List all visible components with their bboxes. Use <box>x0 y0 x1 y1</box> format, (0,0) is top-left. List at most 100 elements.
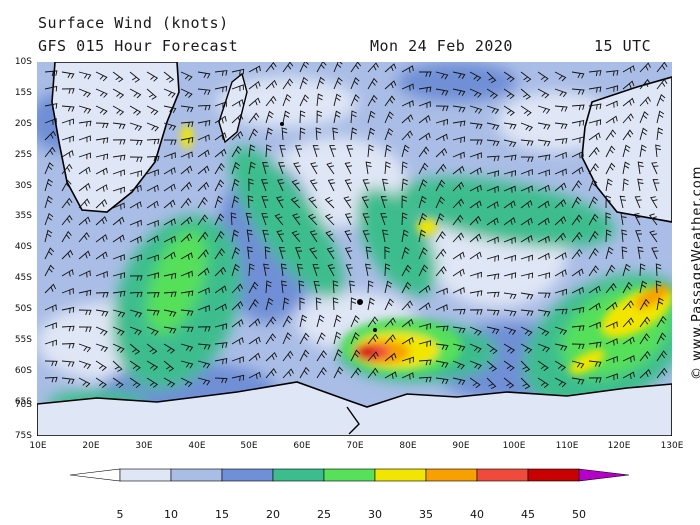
wind-barb <box>333 314 342 328</box>
wind-barb <box>367 110 376 124</box>
wind-barb <box>384 63 397 73</box>
wind-barb <box>435 105 449 112</box>
wind-barb <box>554 360 566 371</box>
wind-barb <box>343 196 352 209</box>
wind-barb <box>231 145 242 158</box>
wind-barb <box>299 127 306 141</box>
colorbar-max-arrow <box>578 468 630 482</box>
wind-barb <box>197 149 210 158</box>
wind-barb <box>95 309 109 317</box>
colorbar-label: 10 <box>164 508 178 521</box>
wind-barb <box>605 338 618 346</box>
wind-barb <box>554 105 568 112</box>
wind-barb <box>588 70 602 77</box>
wind-barb <box>230 212 237 226</box>
wind-barb <box>112 154 126 161</box>
wind-barb <box>146 200 159 209</box>
wind-barb <box>61 71 75 79</box>
lat-label: 50S <box>14 304 32 314</box>
colorbar-label: 25 <box>317 508 331 521</box>
wind-barb <box>333 62 343 73</box>
wind-barb <box>401 372 414 380</box>
wind-barb <box>503 309 517 317</box>
wind-barb <box>344 213 353 226</box>
wind-barb <box>435 118 448 126</box>
wind-barb <box>180 252 193 260</box>
wind-barb <box>344 179 353 192</box>
lon-label: 40E <box>188 441 206 451</box>
colorbar-label: 50 <box>572 508 586 521</box>
wind-barb <box>231 161 240 175</box>
wind-barb <box>651 247 659 260</box>
wind-barb <box>329 145 337 158</box>
wind-barb <box>401 100 414 108</box>
wind-barb <box>554 138 568 144</box>
wind-barb <box>44 103 58 110</box>
wind-barb <box>537 272 551 279</box>
wind-barb <box>231 130 244 141</box>
wind-barb <box>435 343 449 351</box>
colorbar-min-arrow <box>69 468 121 482</box>
lat-label: 40S <box>14 242 32 252</box>
wind-barb <box>520 156 534 162</box>
wind-barb <box>349 280 355 294</box>
wind-barb <box>163 71 175 83</box>
credit-watermark: © www.PassageWeather.com <box>690 165 700 380</box>
wind-barb <box>231 283 243 294</box>
wind-barb <box>316 62 327 73</box>
wind-barb <box>367 94 378 107</box>
wind-barb <box>78 71 92 80</box>
wind-barb <box>384 127 394 141</box>
wind-barb <box>401 161 408 175</box>
wind-barb <box>163 251 176 260</box>
wind-barb <box>146 169 159 177</box>
wind-barb <box>281 127 288 141</box>
wind-barb <box>622 97 635 107</box>
wind-barb <box>435 133 448 141</box>
wind-barb <box>367 316 379 328</box>
wind-barb <box>246 229 253 243</box>
wind-barb <box>469 215 482 226</box>
wind-barb <box>248 161 256 175</box>
wind-barb <box>214 195 223 209</box>
wind-barb <box>435 325 449 332</box>
wind-barb <box>333 331 342 345</box>
wind-barb <box>248 128 259 141</box>
wind-barb <box>605 115 618 124</box>
wind-barb <box>537 71 549 83</box>
wind-barb <box>95 184 108 192</box>
wind-barb <box>435 163 447 175</box>
wind-barb <box>605 301 618 311</box>
forecast-time: 15 UTC <box>594 37 652 55</box>
wind-barb <box>129 156 143 163</box>
wind-barb <box>382 178 389 192</box>
wind-barb <box>264 246 271 260</box>
wind-barb <box>245 212 253 226</box>
wind-barb <box>486 360 498 372</box>
lat-label: 10S <box>14 57 32 67</box>
wind-barb <box>146 309 160 316</box>
wind-barb <box>486 185 499 193</box>
wind-barb <box>554 343 568 352</box>
wind-barb <box>554 88 568 98</box>
wind-barb <box>588 119 602 126</box>
wind-barb <box>401 130 413 141</box>
wind-barb <box>214 266 227 277</box>
wind-barb <box>163 360 175 372</box>
wind-barb <box>95 251 108 260</box>
wind-barb <box>452 377 466 386</box>
wind-barb <box>163 183 176 192</box>
wind-barb <box>265 127 273 141</box>
wind-barb <box>129 88 142 99</box>
wind-barb <box>95 137 109 144</box>
wind-barb <box>435 266 447 277</box>
wind-barb <box>655 144 661 158</box>
wind-barb <box>350 62 362 73</box>
wind-barb <box>469 233 482 243</box>
wind-barb <box>367 333 379 345</box>
wind-barb <box>452 251 465 260</box>
wind-barb <box>605 129 617 141</box>
wind-barb <box>520 254 533 262</box>
wind-barb <box>282 110 290 124</box>
wind-barb <box>537 309 551 317</box>
